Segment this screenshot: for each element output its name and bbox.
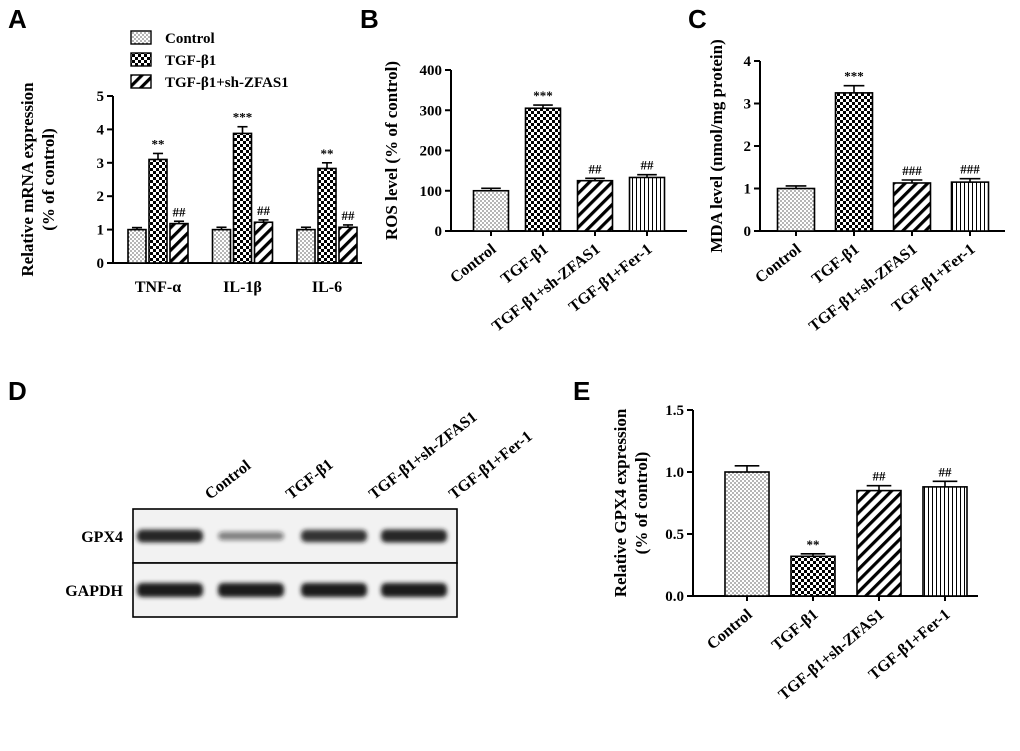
significance-label-A: ## [173,204,187,219]
bar-E [922,486,968,597]
y-tick-label-A: 5 [97,89,105,105]
bar-A [211,228,232,264]
panel-letter-d: D [8,376,27,406]
significance-label-C: ### [960,162,980,177]
blot-band [301,583,367,597]
legend-label-A: TGF-β1 [165,53,216,69]
panel-letter-b: B [360,4,379,34]
blot-lane-label: TGF-β1+Fer-1 [446,428,536,503]
bar-A [127,228,147,264]
chart-panel-b: 0 100 200 300 400 ROS level (% of control) Con… [382,61,687,335]
y-tick-label-C: 1 [744,182,752,198]
significance-label-E: ** [807,537,820,552]
significance-label-A: ## [257,203,271,218]
bar-A [317,167,337,264]
x-category-label-C: Control [752,240,805,286]
x-category-label-E: TGF-β1 [769,606,822,654]
significance-label-A: ** [152,136,165,151]
blot-lane-label: TGF-β1 [283,456,337,503]
significance-label-B: ## [589,161,603,176]
x-category-label-C: TGF-β1 [809,241,863,288]
y-tick-label-C: 2 [744,139,752,155]
y-tick-label-A: 2 [97,189,105,205]
blot-lane-label: Control [202,457,255,503]
y-tick-label-A: 3 [97,156,105,172]
y-tick-label-B: 400 [420,63,443,79]
y-tick-label-E: 1.0 [665,465,684,481]
bar-E [790,555,836,597]
bar-E [724,471,770,597]
blot-band [137,583,203,597]
y-tick-label-C: 4 [744,54,752,70]
chart-panel-a: 0 1 2 3 4 5 Relative mRNA expression (% of cont… [18,30,362,296]
y-tick-label-B: 0 [435,224,443,240]
bar-A [338,226,358,264]
significance-label-B: *** [533,88,553,103]
y-tick-label-C: 0 [744,224,752,240]
bar-A [232,132,253,264]
bar-A [253,221,274,264]
x-category-label-A: IL-1β [223,279,262,296]
y-axis-title-E: Relative GPX4 expression (% of control) [611,408,651,597]
y-tick-label-B: 200 [420,144,443,160]
bar-C [776,187,816,232]
significance-label-E: ## [873,469,887,484]
significance-label-A: ## [342,208,356,223]
blot-band [301,529,367,543]
x-category-label-A: TNF-α [135,279,181,296]
bar-B [472,189,510,232]
bar-C [892,182,932,232]
y-tick-label-E: 1.5 [665,403,684,419]
panel-letter-a: A [8,4,27,34]
x-category-label-E: Control [704,606,756,653]
significance-label-B: ## [641,158,655,173]
x-category-label-B: Control [447,240,500,286]
y-tick-label-E: 0.5 [665,527,684,543]
y-axis-title-C: MDA level (nmol/mg protein) [707,39,726,253]
panel-letter-e: E [573,376,590,406]
y-tick-label-E: 0.0 [665,589,684,605]
blot-band [381,583,447,597]
y-tick-label-A: 0 [97,256,105,272]
bar-B [628,176,666,232]
blot-band [381,529,447,543]
bar-C [950,181,990,232]
y-axis-title-A: Relative mRNA expression (% of control) [18,82,58,277]
x-category-label-A: IL-6 [312,279,342,296]
significance-label-C: ### [902,163,922,178]
blot-row-label: GAPDH [65,583,123,600]
significance-label-E: ## [939,464,953,479]
chart-panel-c: 0 1 2 3 4 MDA level (nmol/mg protein) Control *… [707,39,1005,335]
bar-A [169,222,189,264]
significance-label-A: ** [321,146,334,161]
legend-swatch-A [130,30,152,45]
y-tick-label-B: 100 [420,184,443,200]
legend-label-A: TGF-β1+sh-ZFAS1 [165,75,289,91]
blot-band [218,583,284,597]
legend-swatch-A [130,74,152,89]
bar-B [576,179,614,232]
significance-label-A: *** [233,110,253,125]
bar-A [148,158,168,264]
blot-band [137,529,203,543]
blot-row-label: GPX4 [81,529,123,546]
panel-letter-c: C [688,4,707,34]
legend-label-A: Control [165,31,215,47]
bar-E [856,489,902,597]
significance-label-C: *** [844,69,864,84]
y-tick-label-A: 4 [97,122,105,138]
y-axis-title-B: ROS level (% of control) [382,61,401,240]
y-tick-label-A: 1 [97,223,105,239]
y-tick-label-B: 300 [420,103,443,119]
blot-band [218,531,284,541]
bar-A [296,228,316,264]
legend-swatch-A [130,52,152,67]
bar-C [834,92,874,232]
western-blot-panel-d: Control TGF-β1 TGF-β1+sh-ZFAS1TGF-β1+Fer-1… [65,409,536,618]
x-category-label-C: TGF-β1+sh-ZFAS1 [806,241,920,336]
y-tick-label-C: 3 [744,97,752,113]
chart-panel-e: 0.0 0.5 1.0 1.5 Relative GPX4 expression (% o… [611,403,978,704]
bar-B [524,107,562,232]
